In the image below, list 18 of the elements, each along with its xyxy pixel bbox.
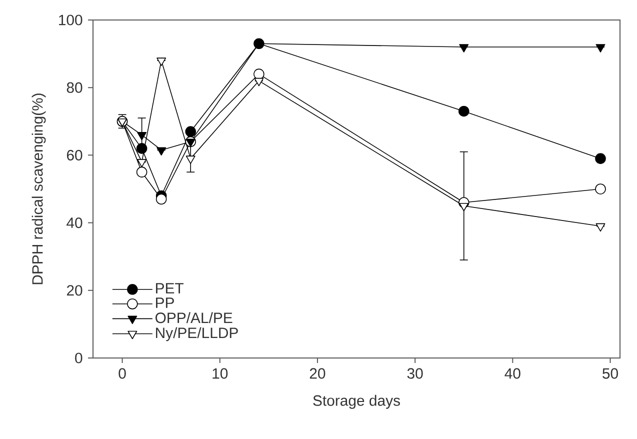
x-tick-label: 30 [407,368,423,379]
x-axis-title: Storage days [313,394,400,409]
legend-label: PET [156,283,184,294]
legend-label: PP [156,298,174,308]
legend-label: OPP/AL/PE [156,312,232,324]
y-tick-label: 60 [66,150,82,160]
y-axis-title: DPPH radical scavenging(%) [32,94,46,284]
legend-label: Ny/PE/LLDP [156,327,238,342]
y-tick-label: 100 [59,14,82,26]
y-tick-label: 80 [66,82,82,93]
y-tick-label: 40 [66,217,82,228]
y-tick-label: 0 [75,352,82,364]
y-tick-label: 20 [66,285,82,296]
x-tick-label: 0 [118,368,126,379]
x-tick-label: 40 [504,368,520,379]
x-tick-label: 20 [310,368,326,379]
x-tick-label: 50 [602,368,618,379]
x-tick-label: 10 [212,368,228,379]
